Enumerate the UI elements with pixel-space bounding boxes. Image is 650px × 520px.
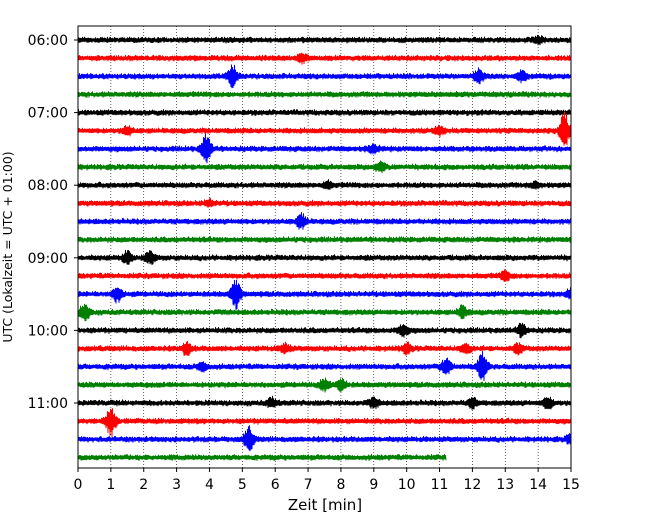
- trace-0645: [77, 90, 572, 98]
- trace-0730: [77, 133, 572, 164]
- x-tick-label: 12: [463, 477, 481, 493]
- y-tick-label: 07:00: [28, 106, 68, 122]
- x-axis: 0 1 2 3 4 5 6 7 8 9 10 11 12 13 14 15: [74, 468, 580, 493]
- trace-1130: [77, 425, 572, 452]
- x-tick-label: 4: [205, 477, 214, 493]
- x-tick-label: 6: [271, 477, 280, 493]
- trace-0715: [77, 111, 572, 146]
- trace-0615: [77, 52, 572, 65]
- x-tick-label: 11: [431, 477, 449, 493]
- x-tick-label: 1: [106, 477, 115, 493]
- x-tick-label: 9: [369, 477, 378, 493]
- trace-0830: [77, 212, 572, 230]
- trace-0600: [77, 34, 572, 46]
- x-tick-label: 14: [529, 477, 547, 493]
- trace-0630: [77, 64, 572, 89]
- trace-0930: [77, 279, 572, 311]
- x-axis-label: Zeit [min]: [288, 496, 362, 514]
- y-tick-label: 10:00: [28, 323, 68, 339]
- trace-0815: [77, 197, 572, 208]
- x-tick-label: 0: [74, 477, 83, 493]
- plot-frame: [77, 25, 572, 469]
- trace-0945: [77, 303, 572, 322]
- seismic-traces: [77, 34, 572, 461]
- x-tick-label: 13: [496, 477, 514, 493]
- y-tick-label: 11:00: [28, 396, 68, 412]
- x-tick-label: 3: [172, 477, 181, 493]
- trace-0700: [77, 109, 572, 117]
- trace-0800: [77, 179, 572, 190]
- x-tick-label: 15: [562, 477, 580, 493]
- trace-0845: [77, 236, 572, 244]
- x-tick-label: 8: [336, 477, 345, 493]
- trace-1000: [77, 322, 572, 339]
- y-axis-label: UTC (Lokalzeit = UTC + 01:00): [0, 151, 15, 342]
- trace-0900: [77, 249, 572, 266]
- x-tick-label: 7: [304, 477, 313, 493]
- trace-1145: [77, 453, 447, 461]
- trace-1100: [77, 395, 572, 410]
- trace-1015: [77, 341, 572, 356]
- trace-0745: [77, 160, 572, 174]
- y-tick-label: 06:00: [28, 33, 68, 49]
- x-tick-label: 10: [398, 477, 416, 493]
- y-axis: 06:00 07:00 08:00 09:00 10:00 11:00: [28, 33, 78, 412]
- trace-0915: [77, 269, 572, 282]
- trace-1115: [77, 408, 572, 438]
- y-tick-label: 08:00: [28, 178, 68, 194]
- trace-1045: [77, 377, 572, 393]
- trace-1030: [77, 350, 572, 381]
- y-tick-label: 09:00: [28, 251, 68, 267]
- x-tick-label: 2: [139, 477, 148, 493]
- x-tick-label: 5: [238, 477, 247, 493]
